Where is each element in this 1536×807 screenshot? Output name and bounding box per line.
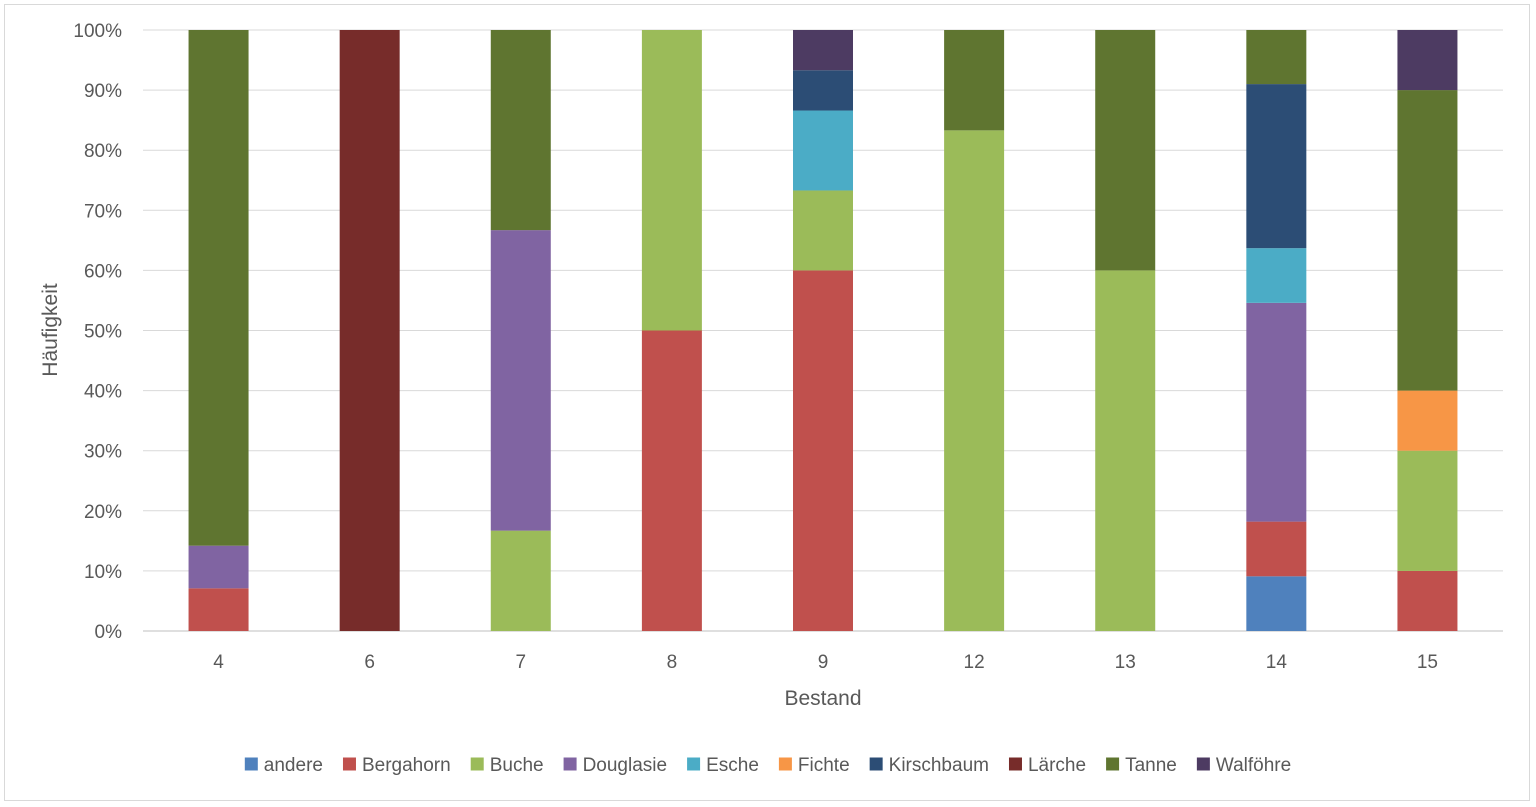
legend-label: Buche (490, 755, 544, 776)
y-tick-label: 80% (84, 141, 122, 162)
bar-segment (490, 530, 551, 631)
y-tick-label: 50% (84, 322, 122, 343)
legend: andere Bergahorn Buche Douglasie Esche Fichte… (244, 755, 1291, 776)
bar-segment (1095, 270, 1156, 631)
bars (188, 30, 1458, 631)
y-tick-label: 0% (95, 622, 123, 643)
legend-item: Buche (470, 755, 544, 776)
bar-segment (641, 330, 702, 631)
bar-segment (188, 588, 249, 631)
legend-item: Kirschbaum (869, 755, 989, 776)
legend-item: Esche (687, 755, 759, 776)
bar-segment (1246, 248, 1307, 303)
y-tick-label: 90% (84, 81, 122, 102)
x-tick-labels: 4 6 7 8 9 12 13 14 15 (213, 652, 1438, 673)
bar-segment (1246, 302, 1307, 522)
legend-label: Kirschbaum (889, 755, 989, 776)
legend-item: andere (244, 755, 323, 776)
legend-label: Walföhre (1216, 755, 1291, 776)
x-tick-label: 9 (818, 652, 829, 673)
legend-label: Esche (706, 755, 759, 776)
bar-segment (1397, 90, 1458, 391)
legend-label: Bergahorn (362, 755, 451, 776)
y-tick-label: 20% (84, 502, 122, 523)
bar-segment (490, 30, 551, 231)
y-tick-label: 40% (84, 382, 122, 403)
bar-segment (1095, 30, 1156, 271)
legend-swatch (778, 757, 792, 771)
bar-segment (641, 30, 702, 331)
bar-segment (1397, 30, 1458, 91)
bar-segment (944, 130, 1005, 631)
bar-segment (1246, 30, 1307, 85)
legend-label: Lärche (1028, 755, 1086, 776)
bar-segment (1397, 450, 1458, 571)
legend-swatch (869, 757, 883, 771)
legend-item: Walföhre (1196, 755, 1291, 776)
bar-segment (1246, 84, 1307, 249)
y-tick-label: 10% (84, 562, 122, 583)
x-tick-label: 7 (515, 652, 526, 673)
bar-segment (1397, 390, 1458, 451)
y-tick-label: 70% (84, 201, 122, 222)
x-tick-label: 13 (1115, 652, 1136, 673)
y-axis-title: Häufigkeit (39, 283, 62, 377)
legend-swatch (1008, 757, 1022, 771)
bar-segment (793, 70, 853, 111)
bar-segment (1246, 521, 1307, 577)
legend-swatch (1196, 757, 1210, 771)
legend-swatch (244, 757, 258, 771)
legend-swatch (342, 757, 356, 771)
legend-swatch (687, 757, 701, 771)
bar-segment (339, 30, 400, 631)
bar-segment (490, 230, 551, 531)
legend-swatch (563, 757, 577, 771)
x-tick-label: 14 (1266, 652, 1288, 673)
bar-segment (793, 30, 853, 71)
legend-swatch (1106, 757, 1120, 771)
bar-segment (1246, 576, 1307, 631)
legend-item: Douglasie (563, 755, 668, 776)
x-tick-label: 15 (1417, 652, 1438, 673)
legend-label: Fichte (798, 755, 850, 776)
x-tick-label: 8 (667, 652, 678, 673)
bar-segment (1397, 570, 1458, 631)
bar-segment (188, 30, 249, 546)
legend-item: Lärche (1008, 755, 1086, 776)
bar-segment (793, 110, 853, 191)
legend-item: Fichte (778, 755, 850, 776)
legend-item: Bergahorn (342, 755, 451, 776)
legend-swatch (470, 757, 484, 771)
x-tick-label: 12 (964, 652, 985, 673)
y-tick-label: 30% (84, 442, 122, 463)
legend-label: andere (264, 755, 323, 776)
x-tick-label: 6 (364, 652, 375, 673)
bar-segment (188, 545, 249, 589)
x-tick-label: 4 (213, 652, 224, 673)
y-tick-labels: 0% 10% 20% 30% 40% 50% 60% 70% 80% 90% 100% (73, 21, 122, 643)
legend-label: Douglasie (583, 755, 668, 776)
y-tick-label: 60% (84, 261, 122, 282)
x-axis-title: Bestand (784, 687, 861, 710)
bar-segment (793, 270, 853, 631)
bar-segment (793, 190, 853, 271)
y-tick-label: 100% (73, 21, 122, 42)
legend-item: Tanne (1106, 755, 1177, 776)
legend-label: Tanne (1125, 755, 1177, 776)
bar-segment (944, 30, 1005, 131)
